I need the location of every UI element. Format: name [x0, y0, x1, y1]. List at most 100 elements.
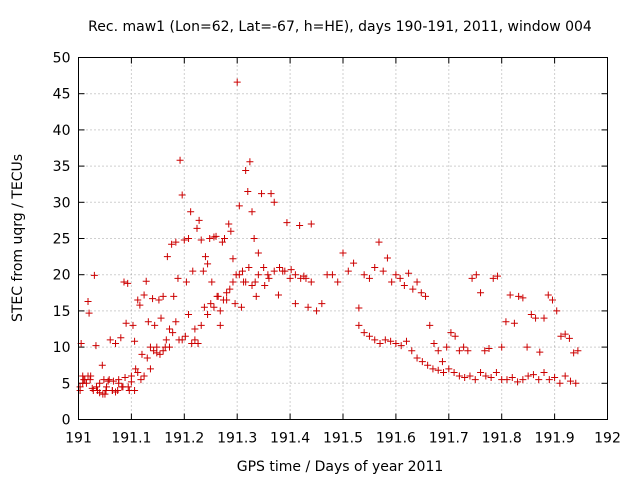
data-point — [169, 329, 177, 337]
data-point — [492, 368, 500, 376]
data-point — [98, 361, 106, 369]
data-point — [172, 238, 180, 246]
data-point — [99, 390, 107, 398]
data-point — [281, 267, 289, 275]
data-point — [206, 235, 214, 242]
data-point — [451, 332, 459, 340]
data-point — [270, 198, 278, 206]
data-point — [286, 274, 294, 282]
data-point — [191, 325, 199, 333]
data-point — [493, 272, 501, 280]
data-point — [472, 271, 480, 279]
data-point — [302, 274, 310, 282]
data-point — [188, 339, 196, 347]
data-point — [413, 278, 421, 286]
data-point — [481, 347, 489, 355]
data-point — [132, 365, 140, 373]
data-point — [387, 337, 395, 345]
data-point — [159, 347, 167, 355]
data-point — [131, 337, 139, 345]
data-point — [307, 278, 315, 286]
data-point — [235, 271, 243, 279]
data-point — [84, 297, 92, 305]
data-point — [89, 387, 97, 395]
data-point — [223, 289, 231, 297]
y-tick-label: 50 — [53, 51, 71, 67]
data-point — [106, 336, 114, 344]
data-point — [276, 263, 284, 271]
data-point — [185, 311, 193, 319]
data-point — [313, 307, 321, 315]
data-point — [181, 332, 189, 340]
data-point — [371, 336, 379, 344]
data-point — [121, 374, 129, 382]
data-point — [194, 339, 202, 347]
data-point — [524, 372, 532, 380]
data-point — [118, 383, 126, 391]
data-point — [460, 343, 468, 351]
data-point — [174, 274, 182, 282]
data-point — [117, 334, 125, 342]
y-axis-ticks: 0 5 10 15 20 25 30 35 40 45 50 — [53, 51, 608, 429]
data-point — [572, 379, 580, 387]
x-tick-label: 191.8 — [482, 431, 522, 447]
data-point — [409, 285, 417, 293]
data-point — [218, 238, 226, 246]
data-point — [134, 296, 142, 304]
data-point — [477, 289, 485, 297]
data-point — [532, 314, 540, 322]
data-point — [261, 282, 269, 290]
data-point — [131, 387, 139, 395]
data-point — [544, 291, 552, 299]
x-tick-label: 191.2 — [164, 431, 204, 447]
y-tick-label: 10 — [53, 340, 71, 356]
data-point — [96, 379, 104, 387]
y-tick-label: 20 — [53, 268, 71, 284]
data-point — [159, 292, 167, 300]
data-points — [76, 78, 582, 398]
data-point — [508, 374, 516, 382]
data-point — [252, 292, 260, 300]
data-point — [162, 336, 170, 344]
data-point — [260, 263, 268, 271]
data-point — [187, 208, 195, 216]
data-point — [527, 311, 535, 319]
x-tick-label: 191.6 — [376, 431, 416, 447]
data-point — [155, 296, 163, 304]
data-point — [540, 314, 548, 322]
data-point — [556, 379, 564, 387]
data-point — [355, 321, 363, 329]
data-point — [112, 388, 120, 396]
data-point — [124, 279, 132, 287]
data-point — [122, 319, 130, 327]
data-point — [79, 379, 87, 387]
data-point — [251, 278, 259, 286]
data-point — [124, 383, 132, 391]
data-point — [466, 372, 474, 380]
data-point — [226, 285, 234, 293]
data-point — [388, 278, 396, 286]
data-point — [178, 336, 186, 344]
y-tick-label: 5 — [62, 376, 71, 392]
data-point — [405, 269, 413, 277]
data-point — [392, 271, 400, 279]
data-point — [574, 347, 582, 355]
data-point — [471, 376, 479, 384]
x-tick-label: 191.1 — [111, 431, 151, 447]
data-point — [307, 220, 315, 228]
data-point — [450, 368, 458, 376]
data-point — [464, 347, 472, 355]
data-point — [136, 301, 144, 309]
data-point — [200, 303, 208, 311]
x-axis-label: GPS time / Days of year 2011 — [237, 459, 444, 475]
data-point — [102, 387, 110, 395]
data-point — [199, 267, 207, 275]
data-point — [219, 296, 227, 304]
data-point — [381, 336, 389, 344]
data-point — [146, 365, 154, 373]
plot-frame — [78, 57, 608, 420]
data-point — [210, 303, 218, 311]
data-point — [489, 274, 497, 282]
data-point — [233, 78, 241, 86]
data-point — [535, 376, 543, 384]
